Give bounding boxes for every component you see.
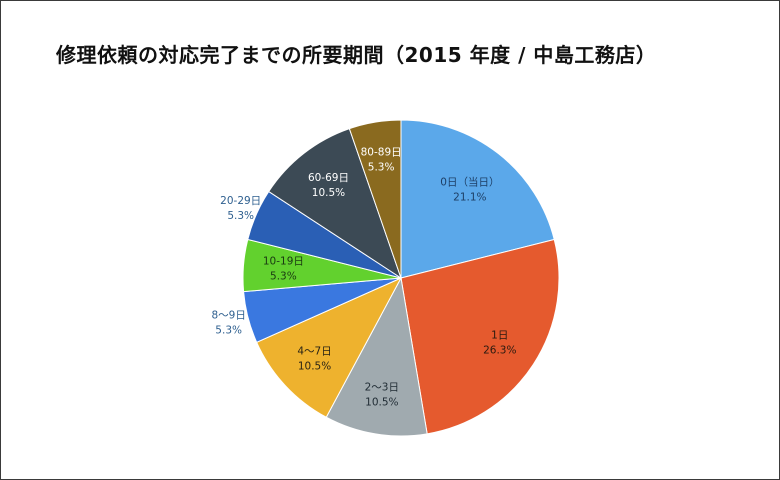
pie-slice — [348, 119, 402, 279]
slice-value-label: 10.5% — [298, 360, 331, 372]
pie-slice — [325, 276, 428, 437]
pie-slice — [256, 276, 403, 418]
slice-value-label: 10.5% — [312, 187, 345, 199]
slice-category-label: 8〜9日 — [211, 309, 245, 321]
slice-value-label: 21.1% — [453, 192, 486, 204]
pie-slice — [268, 128, 402, 280]
slice-category-label: 60-69日 — [308, 172, 349, 184]
slice-category-label: 2〜3日 — [365, 381, 399, 393]
slice-value-label: 5.3% — [227, 210, 254, 222]
slice-category-label: 10-19日 — [263, 256, 304, 268]
slice-value-label: 10.5% — [365, 396, 398, 408]
slice-category-label: 80-89日 — [361, 147, 402, 159]
slice-value-label: 5.3% — [368, 162, 395, 174]
slice-category-label: 20-29日 — [220, 195, 261, 207]
slice-value-label: 26.3% — [483, 345, 516, 357]
pie-slice — [400, 119, 555, 279]
pie-slice — [400, 238, 560, 435]
chart-title: 修理依頼の対応完了までの所要期間（2015 年度 / 中島工務店） — [56, 43, 657, 67]
slice-category-label: 0日（当日） — [440, 176, 499, 189]
slice-category-label: 1日 — [491, 330, 508, 342]
slice-value-label: 5.3% — [270, 271, 297, 283]
slice-value-label: 5.3% — [215, 324, 242, 336]
slice-category-label: 4〜7日 — [297, 345, 331, 357]
